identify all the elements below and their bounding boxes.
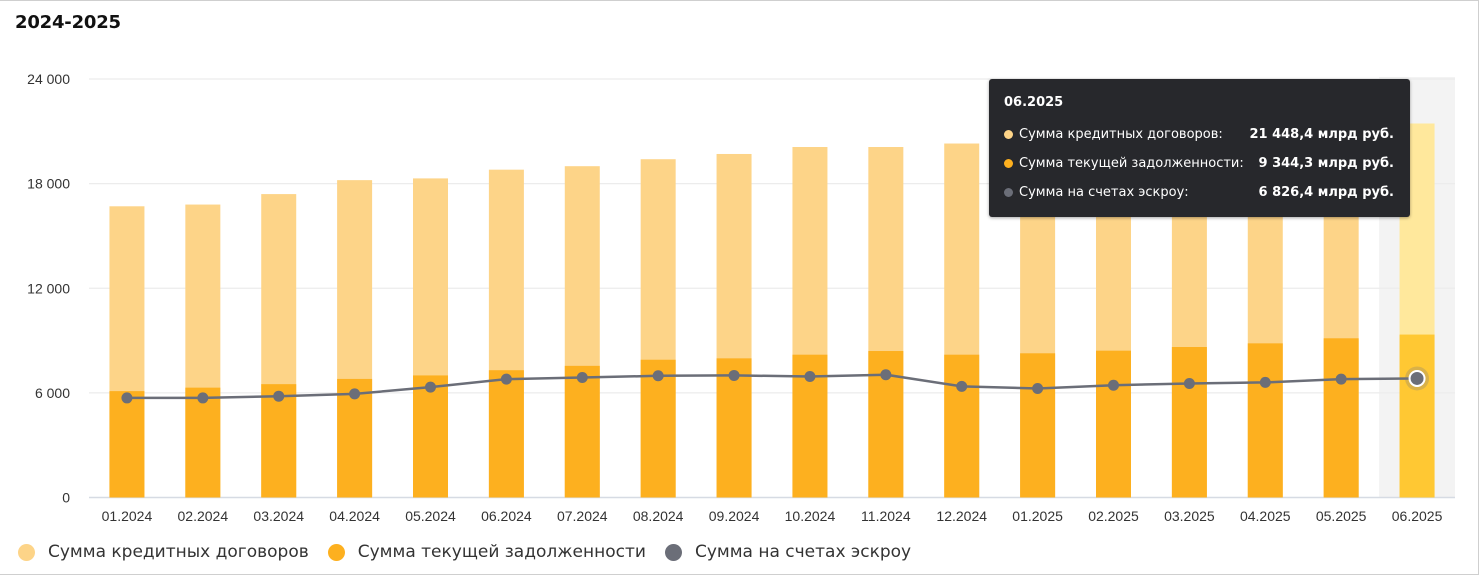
legend-escrow-label: Сумма на счетах эскроу: [694, 542, 912, 562]
tooltip-credit-value: 21 448,4 млрд руб.: [1249, 127, 1394, 142]
x-tick-label: 06.2025: [1392, 508, 1443, 524]
bar-debt[interactable]: [1171, 347, 1207, 498]
bar-debt[interactable]: [185, 387, 221, 498]
tooltip-row-debt: Сумма текущей задолженности: 9 344,3 млр…: [1004, 149, 1394, 178]
bar-debt[interactable]: [716, 358, 752, 498]
legend-escrow-dot-icon: [664, 543, 682, 561]
point-escrow[interactable]: [1335, 373, 1347, 385]
tooltip-row-credit: Сумма кредитных договоров: 21 448,4 млрд…: [1004, 120, 1394, 149]
x-tick-label: 06.2024: [481, 508, 532, 524]
bar-debt[interactable]: [1399, 334, 1435, 498]
x-tick-label: 03.2024: [253, 508, 304, 524]
bar-debt[interactable]: [1020, 353, 1056, 498]
x-tick-label: 02.2024: [178, 508, 229, 524]
y-tick-label: 0: [62, 490, 70, 506]
tooltip-debt-value: 9 344,3 млрд руб.: [1258, 156, 1395, 171]
point-escrow[interactable]: [500, 373, 512, 385]
tooltip-escrow-dot-icon: [1004, 188, 1013, 197]
x-tick-label: 12.2024: [936, 508, 987, 524]
bar-debt[interactable]: [1247, 343, 1283, 498]
point-escrow[interactable]: [273, 390, 285, 402]
legend-debt-dot-icon: [327, 543, 345, 561]
point-escrow[interactable]: [197, 392, 209, 404]
chart-title: 2024-2025: [15, 12, 121, 33]
bar-debt[interactable]: [413, 375, 448, 498]
x-tick-label: 10.2024: [785, 508, 836, 524]
x-tick-label: 01.2024: [102, 508, 153, 524]
bar-debt[interactable]: [564, 365, 600, 498]
point-escrow[interactable]: [728, 369, 740, 381]
x-tick-label: 04.2025: [1240, 508, 1291, 524]
x-tick-label: 07.2024: [557, 508, 608, 524]
bar-debt[interactable]: [944, 354, 980, 498]
tooltip-escrow-value: 6 826,4 млрд руб.: [1258, 185, 1395, 200]
point-escrow[interactable]: [652, 370, 664, 382]
tooltip-row-escrow: Сумма на счетах эскроу: 6 826,4 млрд руб…: [1004, 178, 1394, 207]
bar-debt[interactable]: [1323, 338, 1359, 498]
point-escrow[interactable]: [1108, 379, 1119, 391]
legend-debt-label: Сумма текущей задолженности: [357, 542, 646, 562]
chart-tooltip: 06.2025 Сумма кредитных договоров: 21 44…: [989, 79, 1410, 217]
point-escrow[interactable]: [576, 372, 588, 384]
point-escrow[interactable]: [425, 381, 436, 393]
point-escrow[interactable]: [1408, 369, 1426, 387]
point-escrow[interactable]: [349, 388, 361, 400]
x-tick-label: 01.2025: [1012, 508, 1063, 524]
legend-item-credit[interactable]: Сумма кредитных договоров: [18, 542, 309, 562]
tooltip-debt-label: Сумма текущей задолженности:: [1019, 156, 1244, 171]
legend-credit-label: Сумма кредитных договоров: [48, 542, 309, 562]
y-tick-label: 24 000: [27, 71, 70, 87]
legend-credit-dot-icon: [18, 543, 35, 561]
point-escrow[interactable]: [1032, 383, 1044, 395]
point-escrow[interactable]: [956, 380, 968, 392]
bar-debt[interactable]: [640, 359, 676, 498]
x-tick-label: 05.2025: [1316, 508, 1367, 524]
x-tick-label: 04.2024: [329, 508, 380, 524]
point-escrow[interactable]: [804, 370, 816, 382]
x-tick-label: 11.2024: [861, 508, 911, 524]
x-tick-label: 05.2024: [405, 508, 456, 524]
tooltip-period: 06.2025: [1004, 95, 1064, 110]
point-escrow[interactable]: [121, 392, 133, 404]
tooltip-debt-dot-icon: [1004, 159, 1013, 168]
bar-debt[interactable]: [109, 391, 145, 498]
bar-debt[interactable]: [261, 384, 297, 498]
line-escrow: [126, 373, 1418, 400]
x-tick-label: 03.2025: [1164, 508, 1215, 524]
legend-item-debt[interactable]: Сумма текущей задолженности: [327, 542, 646, 562]
x-tick-label: 09.2024: [709, 508, 760, 524]
y-tick-label: 12 000: [27, 280, 70, 296]
x-tick-label: 08.2024: [633, 508, 684, 524]
x-tick-label: 02.2025: [1088, 508, 1139, 524]
bar-debt[interactable]: [1096, 350, 1131, 498]
point-escrow[interactable]: [880, 369, 892, 381]
point-escrow[interactable]: [1259, 376, 1271, 388]
y-tick-label: 6 000: [35, 385, 70, 401]
tooltip-escrow-label: Сумма на счетах эскроу:: [1019, 185, 1189, 200]
tooltip-credit-label: Сумма кредитных договоров:: [1019, 127, 1223, 142]
chart-legend: Сумма кредитных договоров Сумма текущей …: [18, 540, 930, 564]
legend-item-escrow[interactable]: Сумма на счетах эскроу: [664, 542, 912, 562]
point-escrow[interactable]: [1183, 377, 1195, 389]
bar-debt[interactable]: [488, 370, 524, 498]
y-tick-label: 18 000: [27, 176, 70, 192]
tooltip-credit-dot-icon: [1004, 130, 1013, 139]
